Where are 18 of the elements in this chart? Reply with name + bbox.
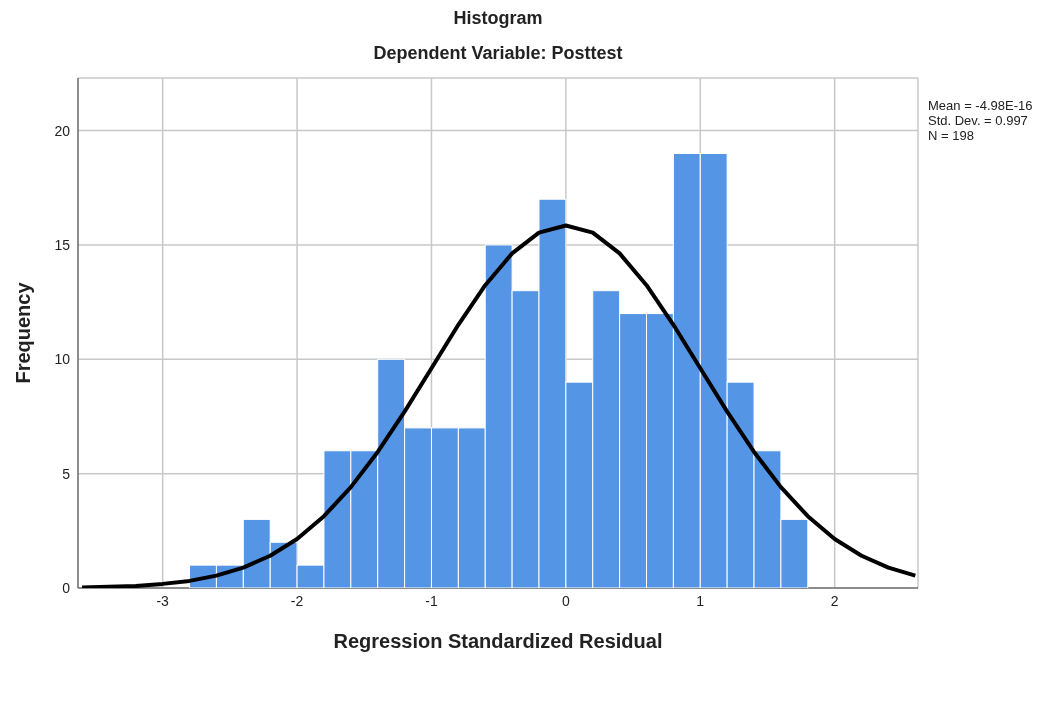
x-axis-title: Regression Standardized Residual [333,630,663,652]
y-tick-label: 20 [54,122,71,139]
y-tick-label: 15 [54,236,71,253]
x-tick-label: -1 [425,592,438,609]
x-tick-label: 0 [561,592,570,609]
y-tick-label: 10 [54,351,71,368]
x-tick-label: -3 [156,592,170,609]
text: Std. Dev. = 0.997 [928,113,1029,128]
chart-subtitle: Dependent Variable: Posttest [372,43,624,64]
text: N = 198 [928,128,975,143]
y-tick-label: 5 [62,465,71,482]
y-axis-title: Frequency [12,281,35,384]
x-tick-label: 1 [696,592,705,609]
x-tick-label: 2 [830,592,839,609]
x-tick-label: -2 [290,592,304,609]
chart-title: Histogram [452,8,544,29]
y-tick-label: 0 [62,579,71,596]
text: Mean = -4.98E-16 [928,98,1033,113]
